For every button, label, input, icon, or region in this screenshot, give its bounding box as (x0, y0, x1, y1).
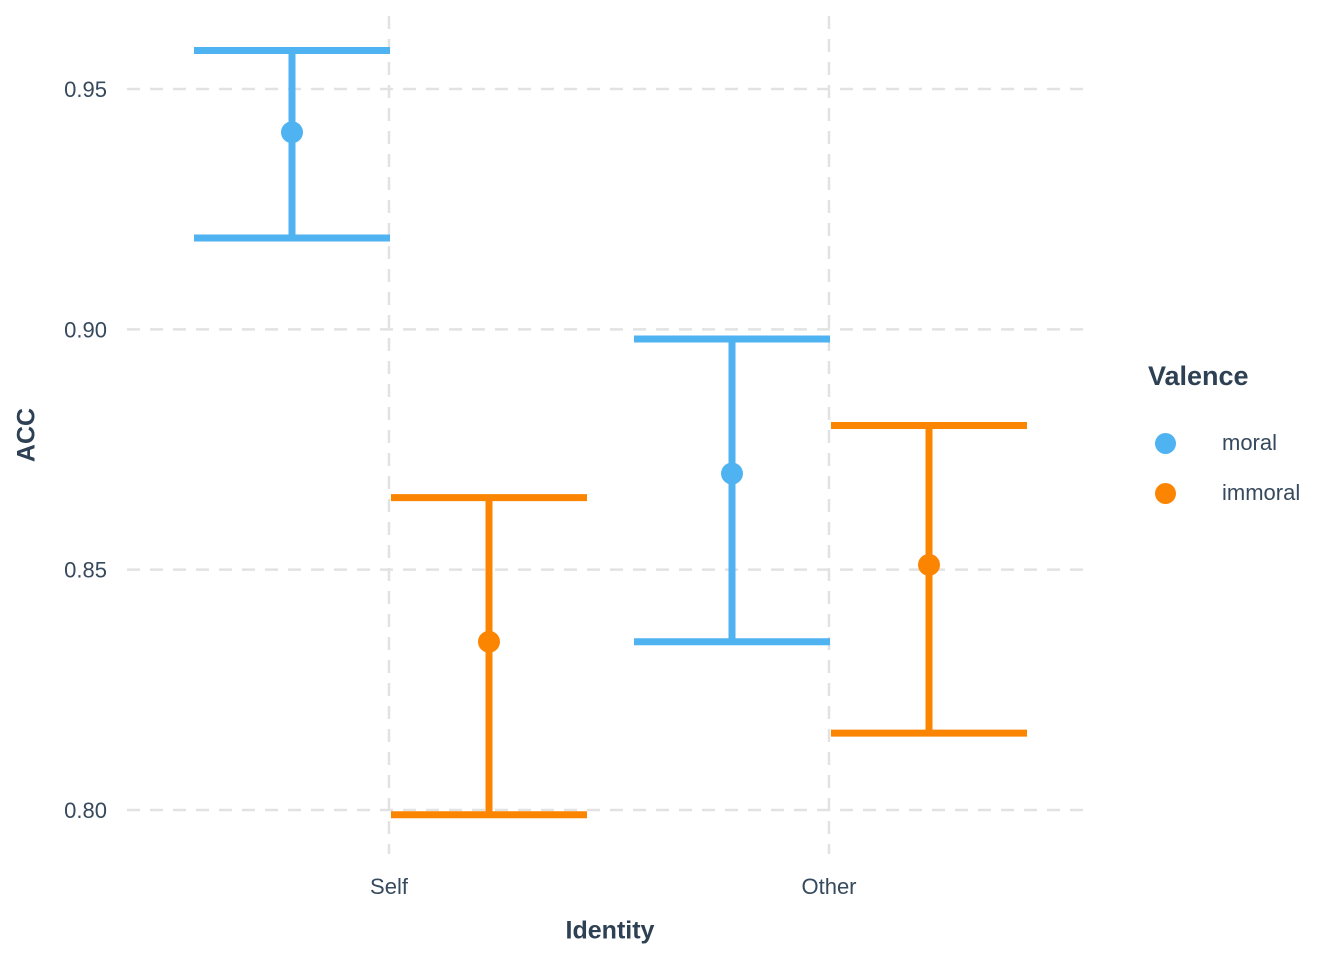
x-tick-label-other: Other (801, 874, 856, 899)
legend-item-moral: moral (1148, 418, 1344, 468)
x-tick-label-self: Self (370, 874, 409, 899)
point-moral-self (281, 121, 303, 144)
y-tick-label-0.95: 0.95 (64, 77, 107, 102)
y-axis-title: ACC (12, 407, 41, 463)
y-tick-label-0.90: 0.90 (64, 317, 107, 342)
legend-item-immoral: immoral (1148, 468, 1344, 518)
y-tick-label-0.85: 0.85 (64, 558, 107, 583)
legend-label-immoral: immoral (1222, 480, 1301, 505)
point-immoral-self (478, 630, 500, 653)
legend-title: Valence (1148, 361, 1249, 391)
point-immoral-other (918, 553, 940, 576)
point-moral-other (721, 462, 743, 485)
legend-swatch-moral (1155, 432, 1176, 454)
legend: Valence moral immoral (1148, 361, 1344, 518)
y-tick-label-0.80: 0.80 (64, 798, 107, 823)
legend-swatch-immoral (1155, 482, 1176, 504)
legend-label-moral: moral (1222, 430, 1278, 455)
legend-items: moral immoral (1148, 418, 1344, 518)
x-axis-title: Identity (565, 916, 655, 945)
